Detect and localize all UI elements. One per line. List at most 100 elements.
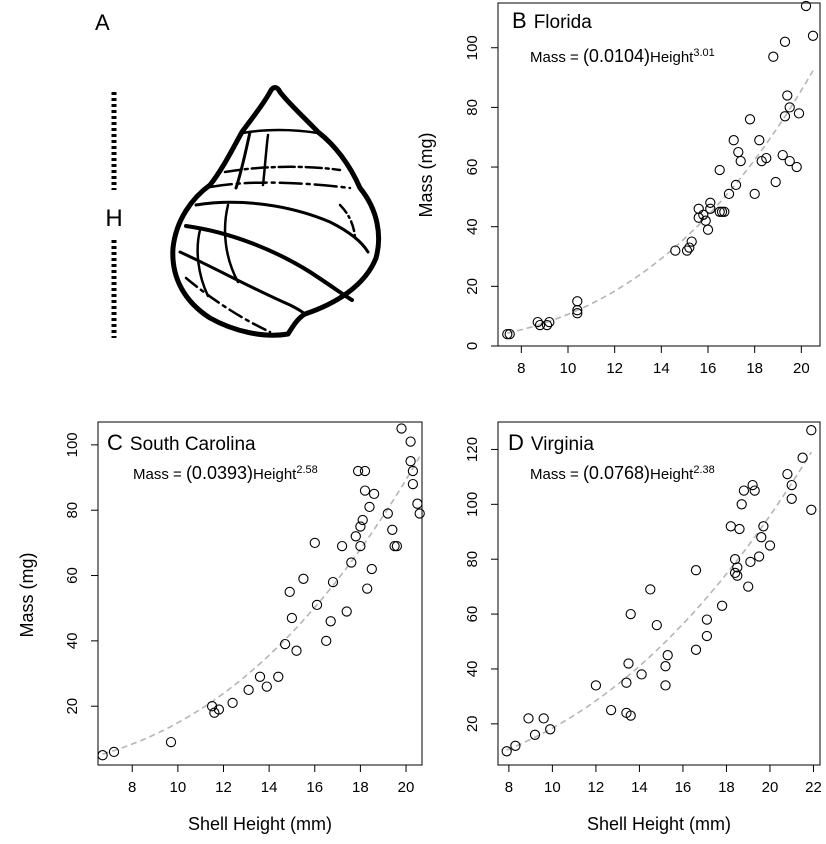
data-point bbox=[625, 608, 636, 620]
data-point bbox=[325, 616, 336, 627]
x-tick-label: 12 bbox=[588, 779, 605, 796]
data-point bbox=[806, 425, 817, 436]
data-point bbox=[754, 135, 765, 146]
data-point bbox=[784, 102, 795, 113]
data-point bbox=[336, 540, 348, 552]
fit-equation: Mass = (0.0104)Height3.01 bbox=[530, 46, 715, 66]
x-tick-label: 14 bbox=[261, 779, 278, 796]
y-tick-label: 80 bbox=[464, 99, 481, 116]
y-tick-label: 20 bbox=[64, 698, 81, 715]
data-point bbox=[501, 746, 512, 757]
data-point bbox=[636, 669, 647, 680]
equation-prefix: Mass = bbox=[530, 466, 583, 483]
data-point bbox=[502, 328, 513, 340]
y-tick-label: 80 bbox=[64, 502, 81, 519]
equation-term: Height bbox=[650, 49, 694, 66]
data-point bbox=[366, 563, 377, 575]
y-tick-label: 0 bbox=[464, 342, 481, 350]
x-tick-label: 20 bbox=[762, 779, 779, 796]
data-point bbox=[791, 161, 802, 173]
panel-letter: D bbox=[508, 430, 524, 455]
data-point bbox=[279, 638, 291, 650]
data-point bbox=[407, 478, 419, 490]
chart-title: D Virginia bbox=[508, 430, 594, 455]
data-point bbox=[734, 523, 745, 535]
data-point bbox=[625, 710, 636, 721]
data-point bbox=[779, 111, 791, 122]
data-point bbox=[733, 146, 744, 158]
data-point bbox=[368, 488, 380, 500]
data-point bbox=[541, 319, 553, 331]
data-point bbox=[165, 736, 177, 748]
x-tick-label: 12 bbox=[606, 360, 623, 377]
x-tick-label: 14 bbox=[653, 360, 670, 377]
height-label: H bbox=[105, 205, 122, 232]
equation-coef: (0.0104) bbox=[583, 46, 650, 66]
y-tick-label: 60 bbox=[64, 567, 81, 584]
y-tick-label: 120 bbox=[464, 437, 481, 462]
data-point bbox=[510, 740, 521, 751]
plot-frame bbox=[97, 421, 423, 766]
data-point bbox=[747, 479, 758, 491]
x-tick-label: 18 bbox=[718, 779, 735, 796]
y-tick-label: 60 bbox=[464, 159, 481, 176]
data-point bbox=[291, 645, 302, 656]
data-point bbox=[777, 149, 788, 161]
y-tick-label: 40 bbox=[64, 633, 81, 650]
data-point bbox=[391, 540, 403, 552]
x-axis-label: Shell Height (mm) bbox=[188, 814, 332, 834]
data-point bbox=[705, 203, 716, 214]
data-point bbox=[341, 606, 352, 617]
panel-letter: B bbox=[512, 8, 527, 33]
data-point bbox=[693, 203, 704, 214]
chart-title-text: Florida bbox=[534, 12, 593, 33]
data-point bbox=[389, 540, 400, 552]
data-point bbox=[261, 681, 272, 692]
plot-frame bbox=[497, 421, 821, 766]
data-point bbox=[529, 729, 541, 740]
equation-prefix: Mass = bbox=[133, 466, 186, 483]
x-tick-label: 10 bbox=[544, 779, 561, 796]
y-tick-label: 20 bbox=[464, 715, 481, 732]
equation-exp: 3.01 bbox=[693, 47, 714, 59]
data-point bbox=[572, 308, 583, 319]
x-tick-label: 20 bbox=[793, 360, 810, 377]
data-point bbox=[725, 521, 736, 532]
data-point bbox=[768, 51, 779, 62]
data-point bbox=[719, 206, 730, 217]
y-tick-label: 100 bbox=[464, 492, 481, 517]
data-point bbox=[355, 521, 366, 532]
x-tick-label: 18 bbox=[352, 779, 369, 796]
x-axis-label: Shell Height (mm) bbox=[587, 814, 731, 834]
data-point bbox=[623, 658, 634, 669]
data-point bbox=[523, 713, 534, 724]
data-point bbox=[359, 485, 371, 496]
y-tick-label: 60 bbox=[464, 606, 481, 623]
data-point bbox=[362, 583, 373, 594]
data-point bbox=[728, 135, 739, 146]
data-point bbox=[753, 551, 765, 562]
data-point bbox=[749, 188, 760, 200]
equation-exp: 2.58 bbox=[296, 464, 317, 476]
x-tick-label: 16 bbox=[700, 360, 717, 377]
chart-title: C South Carolina bbox=[107, 430, 256, 455]
x-tick-label: 8 bbox=[517, 360, 525, 377]
data-point bbox=[662, 650, 673, 661]
chart-panel-c: C South Carolina Mass = (0.0393)Height2.58… bbox=[17, 421, 425, 834]
data-point bbox=[298, 573, 309, 584]
data-point bbox=[352, 465, 364, 477]
panel-a-letter: A bbox=[95, 10, 110, 35]
data-point bbox=[729, 567, 741, 579]
data-point bbox=[736, 499, 747, 510]
data-point bbox=[749, 485, 760, 496]
chart-title-text: South Carolina bbox=[130, 434, 256, 455]
data-point bbox=[273, 671, 284, 682]
data-point bbox=[779, 36, 791, 47]
x-tick-label: 18 bbox=[746, 360, 763, 377]
data-point bbox=[784, 155, 795, 167]
data-point bbox=[761, 152, 772, 164]
data-point bbox=[684, 242, 695, 253]
data-point bbox=[206, 701, 218, 712]
data-point bbox=[327, 576, 339, 588]
data-point bbox=[405, 456, 416, 467]
